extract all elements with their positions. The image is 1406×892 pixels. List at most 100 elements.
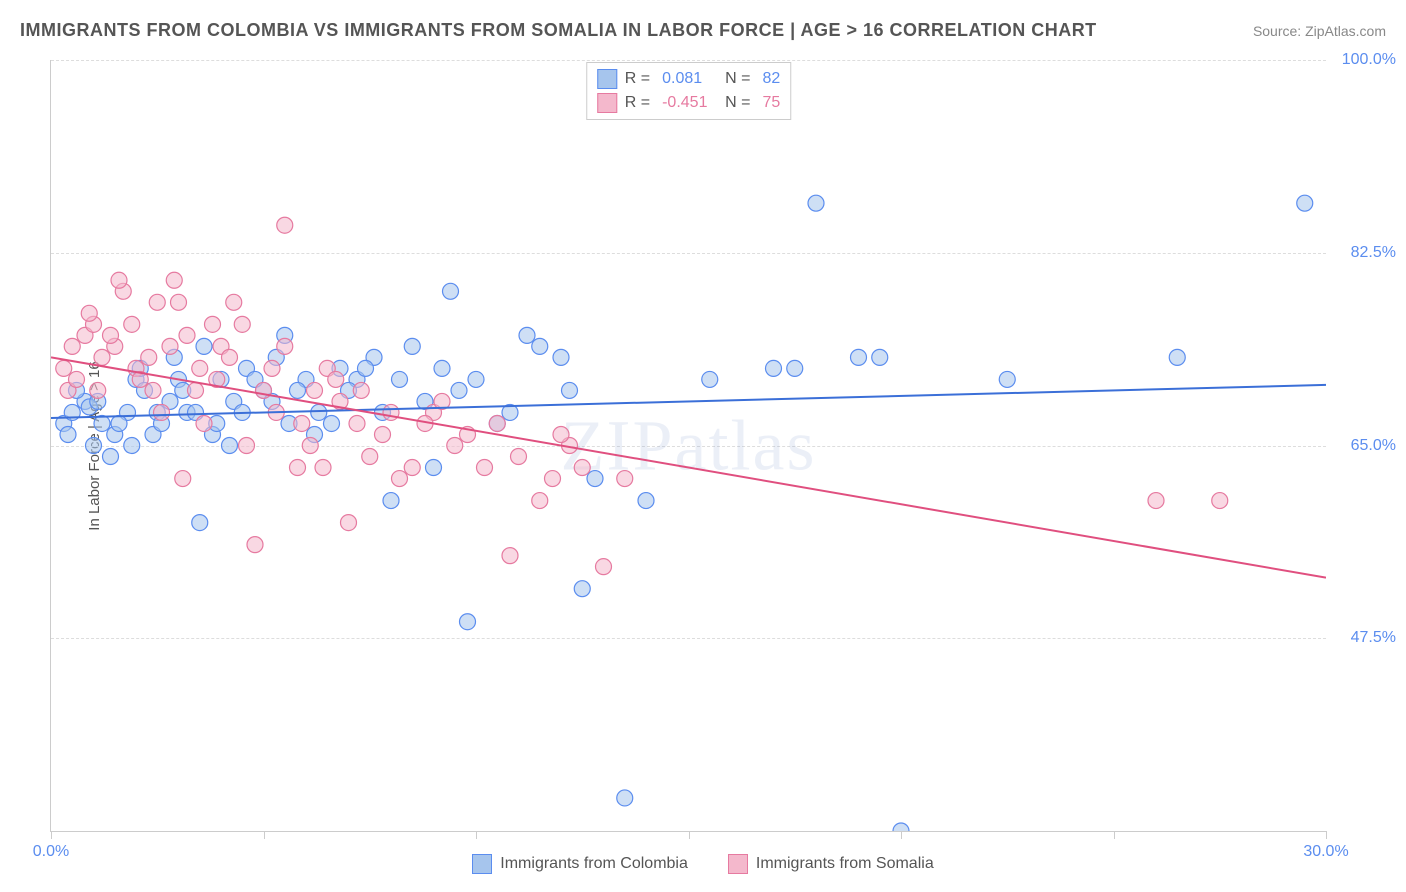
data-point xyxy=(702,371,718,387)
legend-r-value: -0.451 xyxy=(662,94,717,112)
data-point xyxy=(1297,195,1313,211)
data-point xyxy=(532,493,548,509)
data-point xyxy=(239,438,255,454)
legend-r-value: 0.081 xyxy=(662,70,717,88)
data-point xyxy=(226,294,242,310)
data-point xyxy=(56,360,72,376)
data-point xyxy=(574,581,590,597)
legend-n-label: N = xyxy=(725,94,750,112)
data-point xyxy=(234,316,250,332)
x-tick xyxy=(476,831,477,839)
data-point xyxy=(447,438,463,454)
data-point xyxy=(290,460,306,476)
data-point xyxy=(315,460,331,476)
data-point xyxy=(808,195,824,211)
data-point xyxy=(477,460,493,476)
legend-swatch xyxy=(597,93,617,113)
data-point xyxy=(192,360,208,376)
data-point xyxy=(69,371,85,387)
data-point xyxy=(277,338,293,354)
data-point xyxy=(154,404,170,420)
data-point xyxy=(872,349,888,365)
legend-top: R =0.081N =82R =-0.451N =75 xyxy=(586,62,791,120)
data-point xyxy=(489,415,505,431)
legend-r-label: R = xyxy=(625,94,650,112)
data-point xyxy=(205,316,221,332)
x-tick xyxy=(51,831,52,839)
data-point xyxy=(290,382,306,398)
data-point xyxy=(111,415,127,431)
data-point xyxy=(307,382,323,398)
data-point xyxy=(64,338,80,354)
data-point xyxy=(294,415,310,431)
data-point xyxy=(81,305,97,321)
data-point xyxy=(511,449,527,465)
data-point xyxy=(587,471,603,487)
data-point xyxy=(328,371,344,387)
legend-bottom: Immigrants from Colombia Immigrants from … xyxy=(0,854,1406,874)
data-point xyxy=(196,338,212,354)
chart-title: IMMIGRANTS FROM COLOMBIA VS IMMIGRANTS F… xyxy=(20,20,1097,41)
data-point xyxy=(247,537,263,553)
data-point xyxy=(434,360,450,376)
data-point xyxy=(188,382,204,398)
legend-series-label: Immigrants from Colombia xyxy=(500,855,688,873)
data-point xyxy=(94,349,110,365)
data-point xyxy=(532,338,548,354)
data-point xyxy=(60,426,76,442)
data-point xyxy=(451,382,467,398)
source-label: Source: ZipAtlas.com xyxy=(1253,23,1386,39)
y-tick-label: 100.0% xyxy=(1342,51,1396,69)
data-point xyxy=(617,471,633,487)
data-point xyxy=(166,272,182,288)
data-point xyxy=(392,471,408,487)
data-point xyxy=(426,460,442,476)
y-tick-label: 47.5% xyxy=(1351,629,1396,647)
legend-r-label: R = xyxy=(625,70,650,88)
data-point xyxy=(192,515,208,531)
data-point xyxy=(392,371,408,387)
data-point xyxy=(103,327,119,343)
y-tick-label: 82.5% xyxy=(1351,244,1396,262)
legend-bottom-item: Immigrants from Colombia xyxy=(472,854,688,874)
data-point xyxy=(353,382,369,398)
data-point xyxy=(553,349,569,365)
data-point xyxy=(324,415,340,431)
legend-row: R =-0.451N =75 xyxy=(597,91,780,115)
data-point xyxy=(358,360,374,376)
legend-n-label: N = xyxy=(725,70,750,88)
data-point xyxy=(311,404,327,420)
data-point xyxy=(162,338,178,354)
data-point xyxy=(545,471,561,487)
data-point xyxy=(617,790,633,806)
data-point xyxy=(404,338,420,354)
data-point xyxy=(141,349,157,365)
data-point xyxy=(124,438,140,454)
data-point xyxy=(341,515,357,531)
legend-series-label: Immigrants from Somalia xyxy=(756,855,934,873)
data-point xyxy=(149,294,165,310)
legend-swatch xyxy=(597,69,617,89)
data-point xyxy=(502,548,518,564)
data-point xyxy=(460,614,476,630)
x-tick xyxy=(1114,831,1115,839)
x-tick xyxy=(689,831,690,839)
data-point xyxy=(468,371,484,387)
data-point xyxy=(596,559,612,575)
data-point xyxy=(349,415,365,431)
plot-area: ZIPatlas R =0.081N =82R =-0.451N =75 47.… xyxy=(50,60,1326,832)
x-tick xyxy=(901,831,902,839)
data-point xyxy=(638,493,654,509)
data-point xyxy=(302,438,318,454)
scatter-svg xyxy=(51,60,1326,831)
data-point xyxy=(1169,349,1185,365)
data-point xyxy=(893,823,909,831)
data-point xyxy=(196,415,212,431)
data-point xyxy=(1148,493,1164,509)
x-tick xyxy=(1326,831,1327,839)
data-point xyxy=(124,316,140,332)
legend-n-value: 82 xyxy=(762,70,780,88)
data-point xyxy=(766,360,782,376)
data-point xyxy=(999,371,1015,387)
data-point xyxy=(562,382,578,398)
